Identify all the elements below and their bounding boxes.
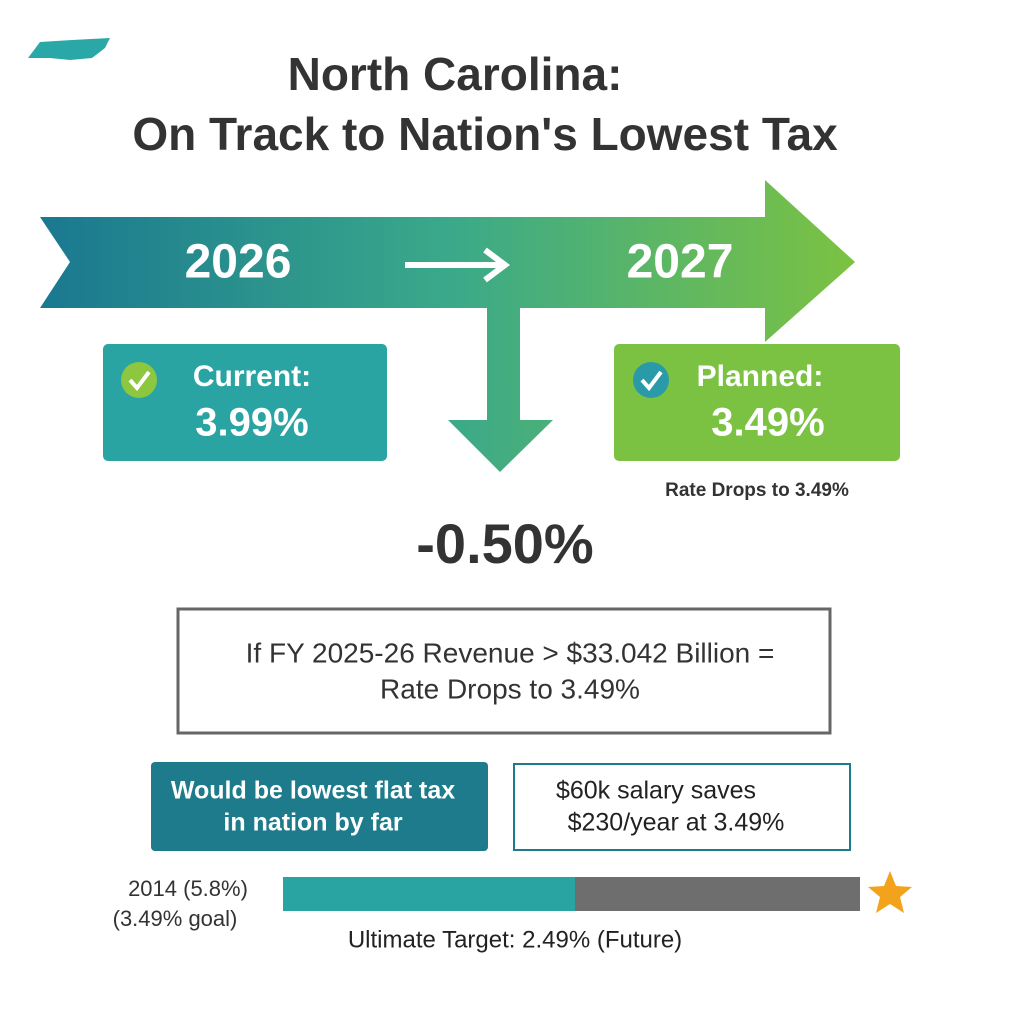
- fact-text: in nation by far: [223, 809, 402, 837]
- planned-label: Planned:: [697, 360, 824, 393]
- planned-box: [614, 344, 900, 461]
- planned-rate: 3.49%: [711, 401, 824, 445]
- current-rate: 3.99%: [195, 401, 308, 445]
- fact-box: [151, 762, 488, 851]
- arrow-head: [483, 247, 510, 283]
- year: 2026: [185, 236, 292, 289]
- state-icon: [28, 38, 110, 60]
- timeline-arrow: [40, 180, 855, 472]
- fact-box: [513, 763, 851, 851]
- title: North Carolina:: [288, 48, 623, 100]
- fact-text: $60k salary saves: [556, 777, 756, 805]
- progress-target: Ultimate Target: 2.49% (Future): [348, 926, 682, 953]
- fact-text: Would be lowest flat tax: [171, 777, 455, 805]
- current-label: Current:: [193, 360, 311, 393]
- planned-note: Rate Drops to 3.49%: [665, 480, 849, 501]
- year: 2027: [627, 236, 734, 289]
- check-mark: [640, 370, 663, 392]
- progress-done: [283, 877, 575, 911]
- condition-text: If FY 2025-26 Revenue > $33.042 Billion …: [246, 637, 775, 668]
- progress-remaining: [575, 877, 860, 911]
- check-icon: [121, 362, 157, 398]
- fact-text: $230/year at 3.49%: [568, 809, 785, 837]
- star-icon: [868, 871, 912, 913]
- current-box: [103, 344, 387, 461]
- change: -0.50%: [416, 512, 593, 575]
- condition-box: [176, 607, 832, 735]
- title: On Track to Nation's Lowest Tax: [132, 108, 838, 160]
- progress-start: (3.49% goal): [113, 906, 238, 931]
- check-icon: [633, 362, 669, 398]
- check-mark: [128, 370, 151, 392]
- condition-text: Rate Drops to 3.49%: [380, 673, 640, 704]
- progress-start: 2014 (5.8%): [128, 876, 248, 901]
